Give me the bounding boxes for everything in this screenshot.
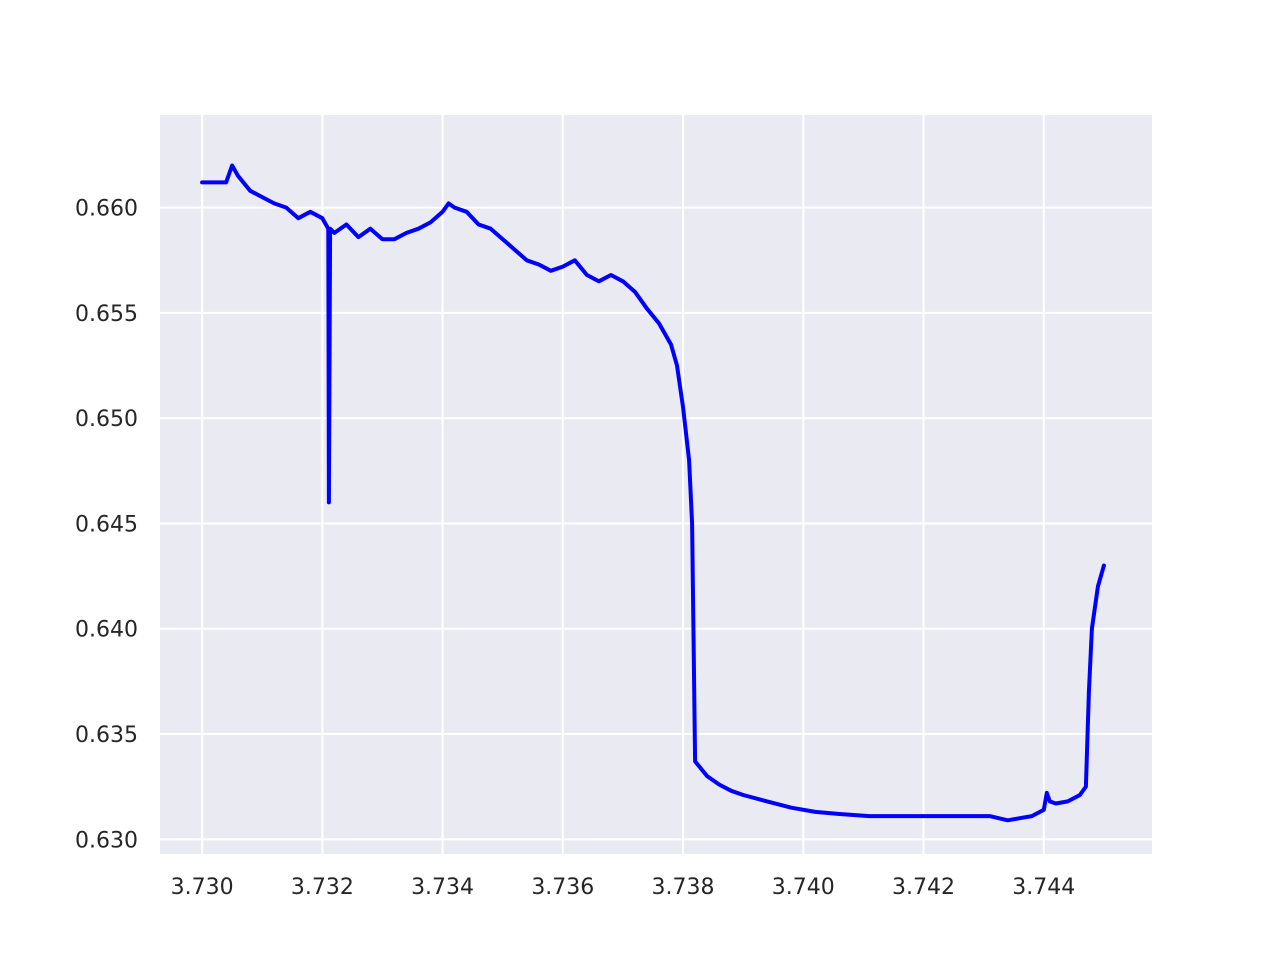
x-tick-label: 3.736 (531, 875, 594, 900)
x-tick-label: 3.730 (171, 875, 234, 900)
x-tick-label: 3.742 (892, 875, 955, 900)
y-tick-label: 0.640 (75, 618, 138, 643)
x-tick-label: 3.744 (1012, 875, 1075, 900)
series-line (200, 163, 1106, 823)
x-tick-label: 3.738 (652, 875, 715, 900)
y-tick-label: 0.645 (75, 512, 138, 537)
x-tick-label: 3.732 (291, 875, 354, 900)
plot-area (160, 115, 1152, 854)
y-tick-label: 0.660 (75, 197, 138, 222)
x-axis-ticks: 3.730 3.732 3.734 3.736 3.738 3.740 3.742 3.744 (171, 875, 1076, 900)
y-tick-label: 0.650 (75, 407, 138, 432)
x-tick-label: 3.740 (772, 875, 835, 900)
grid-lines (160, 115, 1152, 854)
y-axis-ticks: 0.630 0.635 0.640 0.645 0.650 0.655 0.660 (75, 197, 138, 854)
y-tick-label: 0.655 (75, 302, 138, 327)
y-tick-label: 0.635 (75, 723, 138, 748)
series-layer (200, 163, 1106, 823)
x-tick-label: 3.734 (411, 875, 474, 900)
y-tick-label: 0.630 (75, 828, 138, 853)
